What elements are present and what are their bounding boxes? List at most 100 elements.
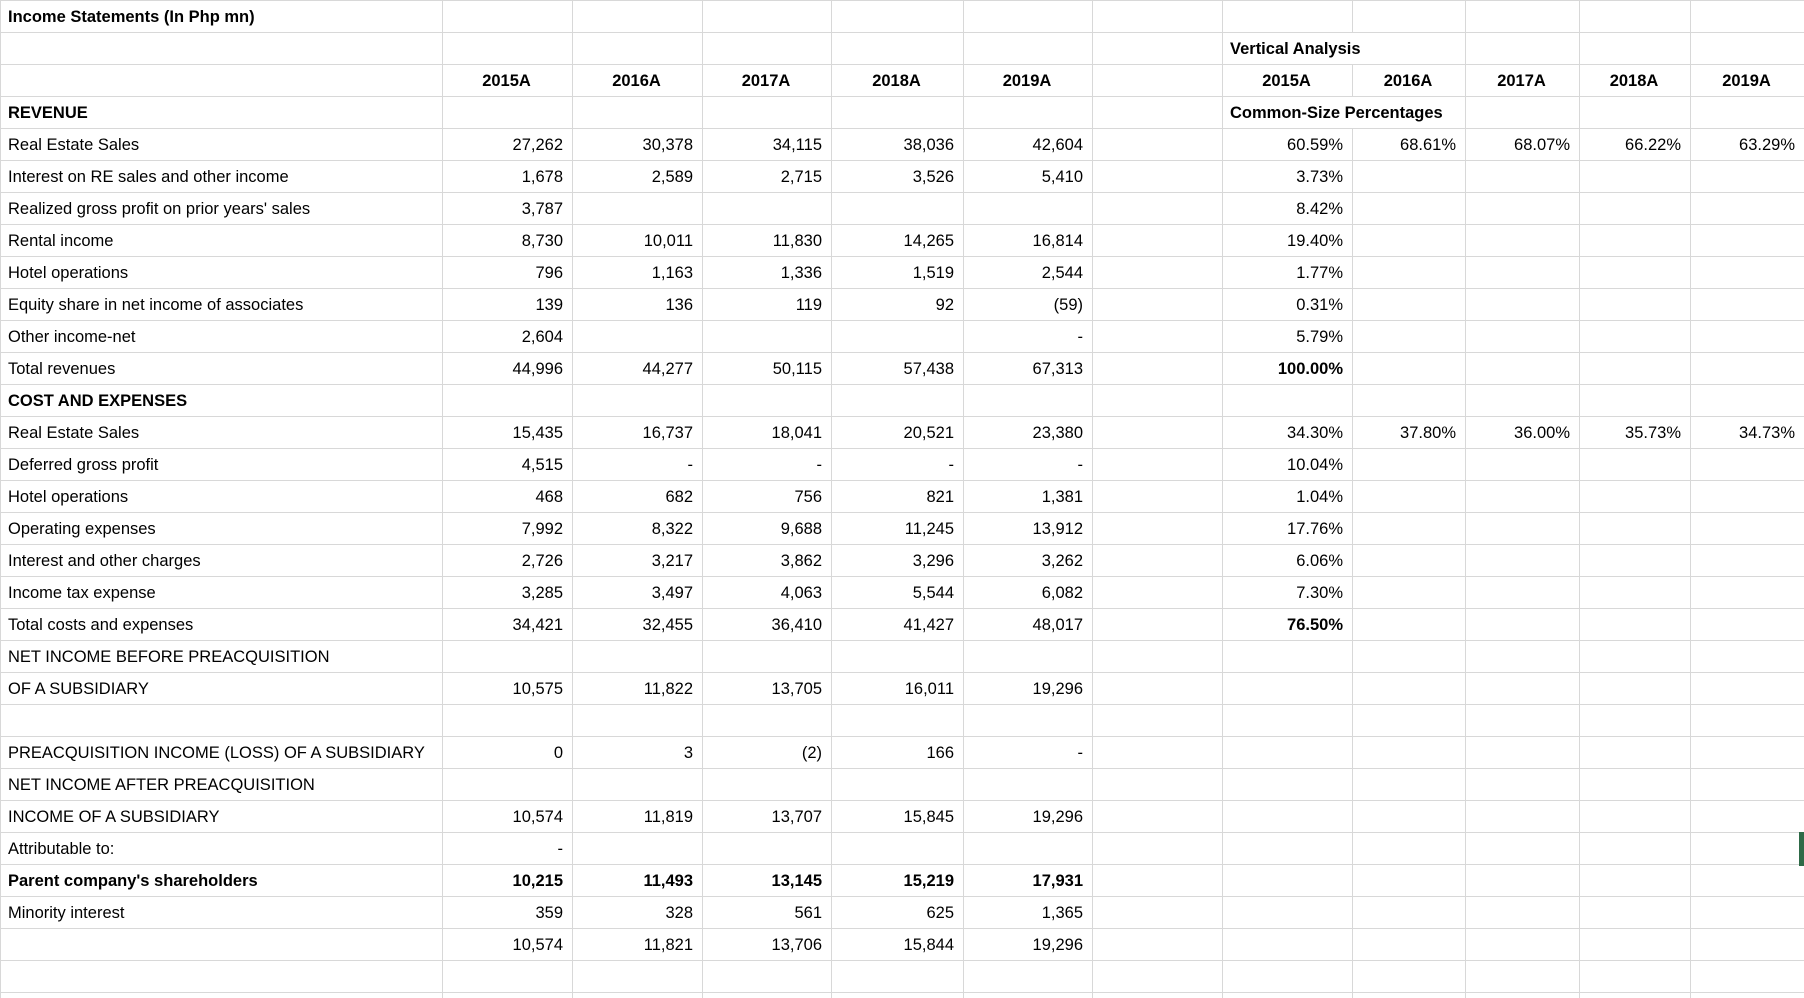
va-cell[interactable] xyxy=(1579,800,1691,833)
gap-cell[interactable] xyxy=(1092,320,1223,353)
value-cell[interactable]: 42,604 xyxy=(963,128,1093,161)
gap-cell[interactable] xyxy=(1092,128,1223,161)
gap-cell[interactable] xyxy=(1092,800,1223,833)
va-cell[interactable] xyxy=(1579,32,1691,65)
va-cell[interactable]: 0.31% xyxy=(1222,288,1353,321)
va-cell[interactable] xyxy=(1352,224,1466,257)
value-cell[interactable] xyxy=(831,192,964,225)
gap-cell[interactable] xyxy=(1092,832,1223,865)
value-cell[interactable] xyxy=(442,768,573,801)
value-cell[interactable]: 27,262 xyxy=(442,128,573,161)
value-cell[interactable] xyxy=(702,192,832,225)
gap-cell[interactable] xyxy=(1092,928,1223,961)
value-cell[interactable]: 17,931 xyxy=(963,864,1093,897)
value-cell[interactable]: 44,277 xyxy=(572,352,703,385)
row-label-cell[interactable]: Other income-net xyxy=(0,320,443,353)
value-cell[interactable]: 57,438 xyxy=(831,352,964,385)
value-cell[interactable]: 3,497 xyxy=(572,576,703,609)
value-cell[interactable] xyxy=(702,640,832,673)
value-cell[interactable]: 48,017 xyxy=(963,608,1093,641)
value-cell[interactable] xyxy=(831,992,964,998)
va-subtitle-cell[interactable]: Common-Size Percentages xyxy=(1222,96,1466,129)
year-header-cell[interactable]: 2016A xyxy=(572,64,703,97)
value-cell[interactable]: 14,265 xyxy=(831,224,964,257)
va-cell[interactable] xyxy=(1222,992,1353,998)
va-cell[interactable] xyxy=(1579,320,1691,353)
gap-cell[interactable] xyxy=(1092,992,1223,998)
va-cell[interactable]: 8.42% xyxy=(1222,192,1353,225)
va-cell[interactable]: 100.00% xyxy=(1222,352,1353,385)
va-cell[interactable]: 68.07% xyxy=(1465,128,1580,161)
value-cell[interactable] xyxy=(831,32,964,65)
gap-cell[interactable] xyxy=(1092,192,1223,225)
row-label-cell[interactable]: Hotel operations xyxy=(0,480,443,513)
value-cell[interactable]: 19,296 xyxy=(963,928,1093,961)
row-label-cell[interactable]: PREACQUISITION INCOME (LOSS) OF A SUBSID… xyxy=(0,736,443,769)
gap-cell[interactable] xyxy=(1092,160,1223,193)
value-cell[interactable] xyxy=(572,0,703,33)
va-cell[interactable] xyxy=(1690,832,1804,865)
va-cell[interactable] xyxy=(1465,608,1580,641)
va-cell[interactable] xyxy=(1465,32,1580,65)
value-cell[interactable] xyxy=(442,0,573,33)
value-cell[interactable]: 16,814 xyxy=(963,224,1093,257)
value-cell[interactable] xyxy=(963,704,1093,737)
value-cell[interactable]: 19,296 xyxy=(963,672,1093,705)
va-cell[interactable] xyxy=(1465,992,1580,998)
value-cell[interactable] xyxy=(963,96,1093,129)
value-cell[interactable]: 328 xyxy=(572,896,703,929)
va-cell[interactable] xyxy=(1579,256,1691,289)
va-cell[interactable] xyxy=(1222,928,1353,961)
va-cell[interactable] xyxy=(1579,0,1691,33)
va-cell[interactable] xyxy=(1579,192,1691,225)
va-cell[interactable] xyxy=(1352,320,1466,353)
gap-cell[interactable] xyxy=(1092,512,1223,545)
value-cell[interactable]: 2,715 xyxy=(702,160,832,193)
value-cell[interactable] xyxy=(572,832,703,865)
value-cell[interactable]: 92 xyxy=(831,288,964,321)
row-label-cell[interactable] xyxy=(0,992,443,998)
va-cell[interactable] xyxy=(1690,512,1804,545)
value-cell[interactable]: 796 xyxy=(442,256,573,289)
row-label-cell[interactable] xyxy=(0,960,443,993)
va-cell[interactable]: 60.59% xyxy=(1222,128,1353,161)
value-cell[interactable] xyxy=(442,384,573,417)
va-cell[interactable] xyxy=(1222,832,1353,865)
va-cell[interactable] xyxy=(1352,960,1466,993)
va-cell[interactable] xyxy=(1465,288,1580,321)
row-label-cell[interactable]: Real Estate Sales xyxy=(0,416,443,449)
va-cell[interactable] xyxy=(1579,608,1691,641)
va-cell[interactable] xyxy=(1690,928,1804,961)
row-label-cell[interactable]: Hotel operations xyxy=(0,256,443,289)
value-cell[interactable]: 166 xyxy=(831,736,964,769)
va-cell[interactable]: 17.76% xyxy=(1222,512,1353,545)
value-cell[interactable] xyxy=(702,960,832,993)
va-cell[interactable] xyxy=(1222,672,1353,705)
value-cell[interactable]: 13,145 xyxy=(702,864,832,897)
value-cell[interactable]: 1,519 xyxy=(831,256,964,289)
gap-cell[interactable] xyxy=(1092,32,1223,65)
value-cell[interactable] xyxy=(702,384,832,417)
va-cell[interactable] xyxy=(1222,736,1353,769)
value-cell[interactable] xyxy=(572,768,703,801)
va-cell[interactable] xyxy=(1465,832,1580,865)
va-cell[interactable]: 76.50% xyxy=(1222,608,1353,641)
va-cell[interactable]: 10.04% xyxy=(1222,448,1353,481)
va-year-header-cell[interactable]: 2016A xyxy=(1352,64,1466,97)
row-label-cell[interactable]: Total revenues xyxy=(0,352,443,385)
value-cell[interactable]: 2,604 xyxy=(442,320,573,353)
va-cell[interactable]: 6.06% xyxy=(1222,544,1353,577)
va-cell[interactable] xyxy=(1465,352,1580,385)
va-year-header-cell[interactable]: 2017A xyxy=(1465,64,1580,97)
va-cell[interactable]: 37.80% xyxy=(1352,416,1466,449)
va-cell[interactable] xyxy=(1465,960,1580,993)
value-cell[interactable]: 10,574 xyxy=(442,928,573,961)
va-cell[interactable] xyxy=(1352,736,1466,769)
value-cell[interactable]: 3,526 xyxy=(831,160,964,193)
gap-cell[interactable] xyxy=(1092,896,1223,929)
va-cell[interactable] xyxy=(1222,896,1353,929)
value-cell[interactable]: 821 xyxy=(831,480,964,513)
value-cell[interactable] xyxy=(963,32,1093,65)
va-cell[interactable] xyxy=(1352,448,1466,481)
row-label-cell[interactable]: Deferred gross profit xyxy=(0,448,443,481)
